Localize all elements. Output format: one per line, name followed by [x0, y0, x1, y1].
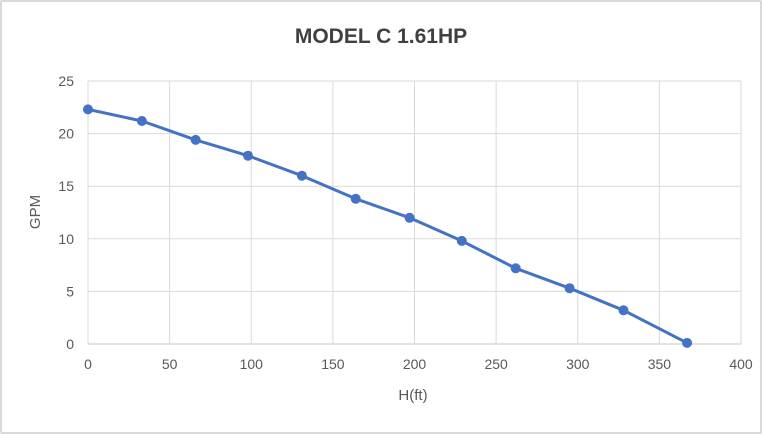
x-tick-label: 250 — [484, 356, 508, 372]
x-tick-label: 300 — [566, 356, 590, 372]
data-point-marker — [456, 235, 467, 246]
x-tick-label: 350 — [648, 356, 672, 372]
x-tick-label: 400 — [729, 356, 753, 372]
data-point-marker — [296, 170, 307, 181]
x-axis-title: H(ft) — [398, 387, 427, 404]
data-point-marker — [190, 134, 201, 145]
series-layer — [83, 104, 693, 348]
y-axis-title: GPM — [27, 195, 44, 229]
data-point-marker — [243, 150, 253, 161]
y-tick-label: 5 — [66, 283, 74, 299]
y-tick-label: 15 — [58, 178, 74, 194]
data-point-marker — [618, 305, 629, 316]
chart-title: MODEL C 1.61HP — [295, 25, 467, 48]
gridlines-layer — [87, 80, 742, 345]
data-point-marker — [564, 283, 575, 294]
series-line — [86, 107, 689, 345]
data-point-marker — [404, 212, 415, 223]
x-tick-label: 50 — [162, 356, 178, 372]
y-tick-label: 25 — [58, 73, 74, 89]
data-point-marker — [510, 263, 521, 274]
data-point-marker — [682, 337, 693, 348]
y-tick-label: 20 — [58, 126, 74, 142]
x-tick-label: 100 — [240, 356, 264, 372]
x-tick-label: 200 — [403, 356, 427, 372]
data-point-marker — [83, 104, 93, 115]
y-tick-label: 0 — [66, 336, 74, 352]
data-point-marker — [350, 193, 361, 204]
x-tick-label: 150 — [321, 356, 345, 372]
data-point-marker — [136, 116, 147, 126]
x-tick-label: 0 — [84, 356, 92, 372]
y-tick-label: 10 — [58, 231, 74, 247]
